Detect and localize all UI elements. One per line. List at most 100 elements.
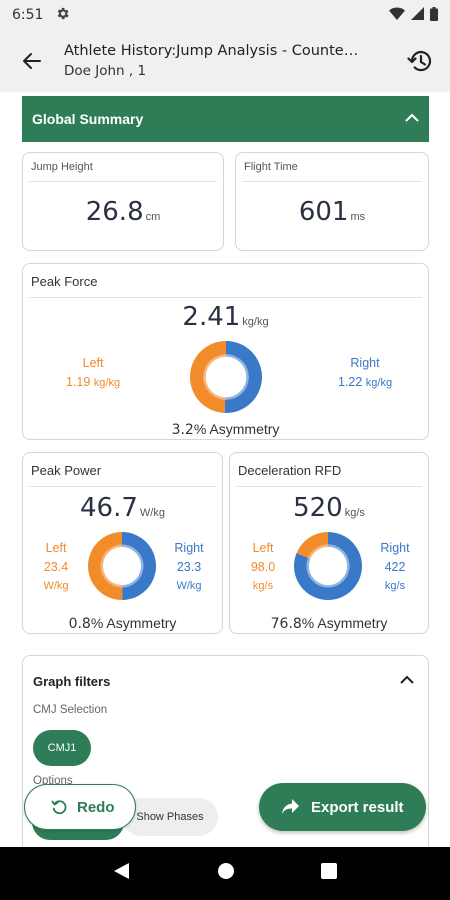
chevron-up-icon[interactable] — [405, 110, 419, 128]
wifi-icon — [389, 7, 405, 24]
nav-recents-icon[interactable] — [321, 863, 337, 884]
graph-filters-title: Graph filters — [33, 674, 111, 689]
divider — [236, 486, 422, 487]
gear-icon — [55, 6, 70, 25]
left-unit: W/kg — [43, 580, 69, 592]
metric-unit: cm — [145, 211, 161, 223]
history-button[interactable] — [390, 30, 450, 92]
history-icon — [407, 51, 432, 72]
chevron-up-icon[interactable] — [400, 672, 414, 690]
left-label: Left — [82, 356, 104, 370]
donut-inner-ring-right — [225, 354, 249, 400]
system-nav-bar — [0, 847, 450, 900]
donut-right-segment — [122, 532, 156, 600]
nav-home-icon[interactable] — [217, 862, 235, 885]
asymmetry: 76.8% Asymmetry — [230, 615, 428, 632]
flight-time-metric: 601 ms — [236, 197, 428, 227]
right-unit: kg/kg — [365, 377, 393, 389]
asymmetry-label: % Asymmetry — [90, 615, 177, 631]
deceleration-rfd-card: Deceleration RFD 520 kg/s Left 98.0 kg/s … — [229, 452, 429, 634]
card-title: Flight Time — [244, 161, 298, 173]
left-value-label: Left 98.0 kg/s — [240, 539, 286, 596]
status-time: 6:51 — [12, 7, 44, 23]
right-label: Right — [350, 356, 380, 370]
back-button[interactable] — [0, 30, 64, 92]
metric-value: 601 — [298, 197, 349, 227]
asymmetry-value: 3.2 — [171, 422, 194, 438]
peak-force-card: Peak Force 2.41 kg/kg Left 1.19 kg/kg Rig… — [22, 263, 429, 440]
donut-left-segment — [190, 341, 226, 413]
export-result-label: Export result — [311, 798, 404, 816]
export-result-button[interactable]: Export result — [259, 783, 426, 831]
donut-left-segment — [296, 532, 328, 558]
show-phases-chip[interactable]: Show Phases — [122, 798, 218, 836]
athlete-name: Doe John , 1 — [64, 63, 147, 79]
donut-inner-ring-left — [100, 544, 123, 588]
cmj1-chip[interactable]: CMJ1 — [33, 730, 91, 766]
signal-icon — [411, 7, 424, 23]
right-value-label: Right 1.22 kg/kg — [313, 354, 417, 393]
jump-height-card: Jump Height 26.8 cm — [22, 152, 224, 251]
left-value-label: Left 23.4 W/kg — [33, 539, 79, 596]
content-area[interactable]: Global Summary Jump Height 26.8 cm Flight… — [0, 92, 450, 847]
donut-inner-ring-right — [122, 544, 144, 588]
right-label: Right — [380, 541, 410, 555]
app-bar-titles: Athlete History:Jump Analysis - Counte… … — [64, 43, 390, 79]
peak-force-metric: 2.41 kg/kg — [23, 302, 428, 332]
global-summary-title: Global Summary — [32, 111, 144, 127]
nav-back-icon[interactable] — [113, 862, 131, 885]
right-value: 1.22 — [337, 375, 363, 389]
flight-time-card: Flight Time 601 ms — [235, 152, 429, 251]
donut-left-segment — [87, 532, 123, 600]
card-title: Peak Power — [31, 463, 102, 478]
divider — [29, 486, 216, 487]
donut-right-segment — [224, 341, 263, 413]
divider — [242, 181, 422, 182]
donut-inner-ring-left — [308, 544, 328, 559]
right-unit: kg/s — [384, 580, 406, 592]
redo-button[interactable]: Redo — [24, 784, 136, 830]
asymmetry-label: % Asymmetry — [193, 421, 280, 437]
share-arrow-icon — [282, 799, 299, 814]
jump-height-metric: 26.8 cm — [23, 197, 223, 227]
metric-value: 2.41 — [182, 302, 241, 332]
divider — [29, 297, 422, 298]
metric-value: 46.7 — [80, 493, 138, 523]
app-bar: Athlete History:Jump Analysis - Counte… … — [0, 30, 450, 92]
metric-value: 26.8 — [85, 197, 144, 227]
right-value-label: Right 23.3 W/kg — [166, 539, 212, 596]
page-title: Athlete History:Jump Analysis - Counte… — [64, 43, 359, 59]
right-value-label: Right 422 kg/s — [372, 539, 418, 596]
card-title: Peak Force — [31, 274, 98, 289]
metric-unit: ms — [350, 211, 366, 223]
right-value: 422 — [384, 560, 406, 574]
left-value-label: Left 1.19 kg/kg — [41, 354, 145, 393]
left-label: Left — [45, 541, 67, 555]
asymmetry-value: 0.8 — [68, 616, 91, 632]
metric-unit: kg/s — [344, 507, 365, 519]
right-value: 23.3 — [176, 560, 202, 574]
left-value: 23.4 — [43, 560, 69, 574]
asymmetry-value: 76.8 — [270, 616, 302, 632]
metric-unit: kg/kg — [242, 316, 269, 328]
asymmetry: 3.2% Asymmetry — [23, 421, 428, 438]
redo-icon — [51, 800, 67, 815]
global-summary-header[interactable]: Global Summary — [22, 96, 429, 142]
left-value: 1.19 — [65, 375, 91, 389]
peak-power-donut — [87, 532, 156, 600]
peak-force-donut — [190, 341, 263, 413]
divider — [29, 181, 217, 182]
metric-unit: W/kg — [139, 507, 165, 519]
donut-inner-ring-left — [203, 354, 226, 400]
metric-value: 520 — [293, 493, 343, 523]
donut-right-segment — [294, 532, 362, 600]
left-unit: kg/s — [252, 580, 274, 592]
left-unit: kg/kg — [93, 377, 121, 389]
back-arrow-icon — [23, 53, 41, 69]
battery-icon — [430, 6, 438, 24]
card-title: Deceleration RFD — [238, 463, 342, 478]
card-title: Jump Height — [31, 161, 93, 173]
right-label: Right — [174, 541, 204, 555]
asymmetry: 0.8% Asymmetry — [23, 615, 222, 632]
deceleration-rfd-metric: 520 kg/s — [230, 493, 428, 523]
